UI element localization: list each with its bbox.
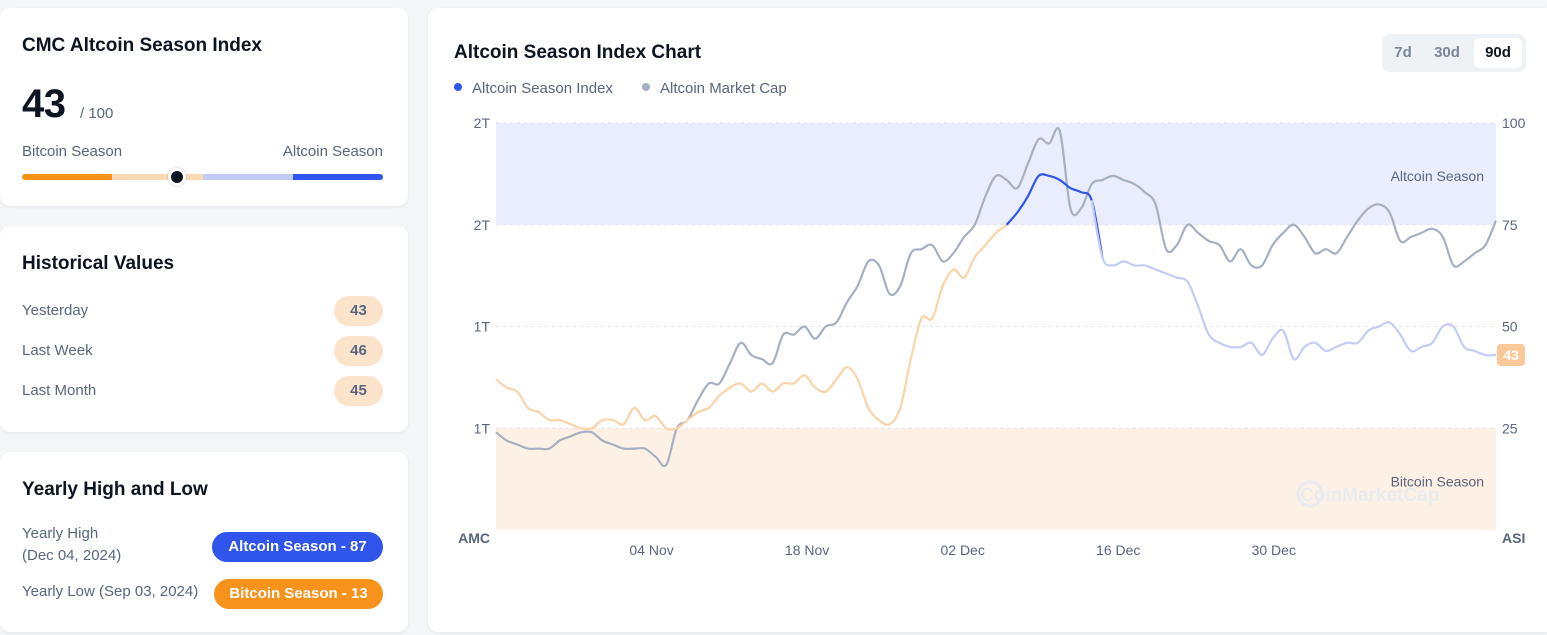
right-axis-tick: 25 [1502, 420, 1518, 436]
index-line-segment [1005, 173, 1104, 258]
altcoin-season-label: Altcoin Season [282, 143, 383, 160]
historical-values-card: Historical Values Yesterday 43 Last Week… [0, 226, 408, 432]
coinmarketcap-logo-icon [1296, 480, 1324, 508]
legend-dot-icon [642, 83, 650, 91]
legend-label: Altcoin Season Index [472, 80, 613, 97]
bitcoin-season-band [496, 428, 1496, 530]
yearly-low-date: (Sep 03, 2024) [99, 583, 199, 600]
bitcoin-season-label: Bitcoin Season [22, 143, 123, 160]
right-axis-tick: 50 [1502, 319, 1518, 335]
x-axis-tick: 18 Nov [785, 542, 829, 558]
gauge-indicator [168, 168, 187, 186]
x-axis-tick: 02 Dec [940, 542, 984, 558]
history-label: Last Week [22, 342, 93, 359]
historical-title: Historical Values [22, 253, 175, 274]
season-index-chart: CoinMarketCap Altcoin Season Bitcoin Seaso… [458, 115, 1526, 558]
gauge-segment-bitcoin-light [112, 174, 203, 180]
yearly-high-date: (Dec 04, 2024) [22, 547, 122, 564]
current-value-text: 43 [1503, 347, 1519, 363]
history-label: Last Month [22, 382, 97, 399]
right-axis-tick: 100 [1502, 115, 1526, 131]
chart-card: CoinMarketCap Altcoin Season Bitcoin Seaso… [428, 8, 1547, 632]
x-axis-tick: 16 Dec [1096, 542, 1140, 558]
legend-label: Altcoin Market Cap [660, 80, 787, 97]
altcoin-season-band [496, 123, 1496, 225]
yearly-high-text: Yearly High [22, 525, 99, 542]
history-label: Yesterday [22, 302, 89, 319]
legend-dot-icon [454, 83, 462, 91]
market-cap-line [495, 127, 1498, 468]
altcoin-index-card: CMC Altcoin Season Index 43 / 100 Bitcoi… [0, 8, 408, 206]
current-value-badge [1497, 343, 1525, 366]
range-7d-button[interactable]: 7d [1394, 44, 1412, 61]
index-line-segment [1090, 200, 1497, 361]
yearly-low-text: Yearly Low [22, 583, 95, 600]
yearly-title: Yearly High and Low [22, 479, 208, 500]
history-row-yesterday: Yesterday 43 [22, 296, 383, 326]
history-value-badge: 46 [334, 336, 383, 366]
watermark-text: CoinMarketCap [1300, 485, 1439, 506]
x-axis-tick: 04 Nov [629, 542, 673, 558]
bitcoin-season-band-label: Bitcoin Season [1391, 473, 1484, 489]
gauge-segment-bitcoin [22, 174, 113, 180]
legend-altcoin-season-index[interactable]: Altcoin Season Index [454, 80, 613, 97]
gauge-segment-altcoin [292, 174, 383, 180]
legend-altcoin-market-cap[interactable]: Altcoin Market Cap [642, 80, 787, 97]
right-axis-tick: 75 [1502, 217, 1518, 233]
gauge-segment-altcoin-light [202, 174, 293, 180]
index-line-segment [495, 211, 1019, 431]
left-axis-tick: 1T [474, 420, 491, 436]
history-value-badge: 45 [334, 376, 383, 406]
left-axis-tick: 2T [474, 115, 491, 131]
left-axis-tick: 1T [474, 319, 491, 335]
range-90d-button[interactable]: 90d [1474, 38, 1522, 68]
history-value-badge: 43 [334, 296, 383, 326]
yearly-high-badge: Altcoin Season - 87 [212, 532, 383, 562]
yearly-low-badge: Bitcoin Season - 13 [214, 579, 383, 609]
history-row-last-week: Last Week 46 [22, 336, 383, 366]
index-card-title: CMC Altcoin Season Index [22, 35, 262, 56]
altcoin-season-band-label: Altcoin Season [1391, 168, 1484, 184]
yearly-low-label: Yearly Low (Sep 03, 2024) [22, 581, 198, 603]
time-range-selector: 7d 30d 90d [1382, 34, 1526, 72]
left-axis-title: AMC [458, 530, 490, 546]
yearly-high-label: Yearly High (Dec 04, 2024) [22, 523, 121, 567]
right-axis-title: ASI [1502, 530, 1525, 546]
yearly-high-low-card: Yearly High and Low Yearly High (Dec 04,… [0, 452, 408, 632]
history-row-last-month: Last Month 45 [22, 376, 383, 406]
left-axis-tick: 2T [474, 217, 491, 233]
index-max: / 100 [80, 105, 114, 122]
season-gauge [22, 168, 383, 186]
range-30d-button[interactable]: 30d [1434, 44, 1460, 61]
x-axis-tick: 30 Dec [1252, 542, 1296, 558]
index-value: 43 [22, 82, 66, 126]
chart-title: Altcoin Season Index Chart [454, 42, 702, 63]
